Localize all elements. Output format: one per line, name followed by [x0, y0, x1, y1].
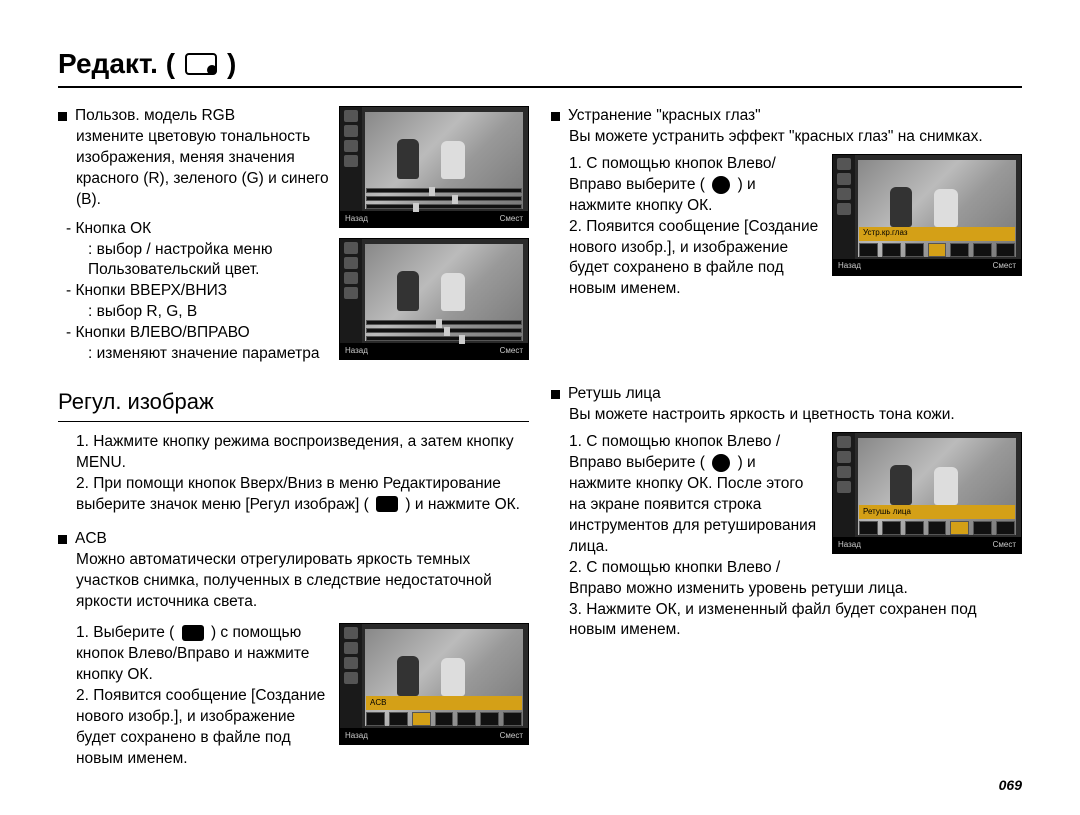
camera-preview-retouch: Ретушь лица Назад Смест — [832, 432, 1022, 554]
retouch-step1: 1. С помощью кнопок Влево / Вправо выбер… — [551, 432, 822, 558]
camera-preview-rgb-1: Назад Смест — [339, 106, 529, 228]
thumb-footer-back: Назад — [345, 214, 368, 225]
title-text-a: Редакт. ( — [58, 48, 175, 80]
acb-step1-a: 1. Выберите ( — [76, 624, 174, 641]
camera-preview-acb: ACB Назад Смест — [339, 623, 529, 745]
subheading-regul: Регул. изображ — [58, 387, 529, 422]
thumb-footer-move: Смест — [500, 214, 523, 225]
redeye-heading-row: Устранение "красных глаз" — [551, 106, 1022, 127]
rgb-block: Назад Смест Назад Смест Пользов. модель RG… — [58, 106, 529, 365]
square-bullet-icon — [58, 535, 67, 544]
page-number: 069 — [999, 777, 1022, 793]
rgb-heading: Пользов. модель RGB — [75, 106, 235, 127]
edit-gear-icon — [185, 53, 217, 75]
thumb-footer-move: Смест — [500, 346, 523, 357]
face-retouch-select-icon — [712, 454, 730, 472]
left-column: Назад Смест Назад Смест Пользов. модель RG… — [58, 106, 529, 784]
acb-select-icon — [182, 625, 204, 641]
acb-heading-row: ACB — [58, 529, 529, 550]
thumb-footer-move: Смест — [993, 261, 1016, 272]
retouch-thumb-label: Ретушь лица — [859, 505, 1015, 519]
acb-thumb-label: ACB — [366, 696, 522, 710]
rgb-thumb-stack: Назад Смест Назад Смест — [339, 106, 529, 360]
redeye-step2: 2. Появится сообщение [Создание нового и… — [551, 217, 822, 301]
acb-thumb-wrap: ACB Назад Смест — [339, 623, 529, 745]
retouch-heading-row: Ретушь лица — [551, 384, 1022, 405]
title-text-b: ) — [227, 48, 236, 80]
acb-heading: ACB — [75, 529, 107, 550]
redeye-step1: 1. С помощью кнопок Влево/Вправо выберит… — [551, 154, 822, 217]
square-bullet-icon — [551, 112, 560, 121]
thumb-footer-back: Назад — [838, 261, 861, 272]
thumb-footer-move: Смест — [993, 540, 1016, 551]
acb-block: ACB Можно автоматически отрегулировать я… — [58, 529, 529, 769]
content-columns: Назад Смест Назад Смест Пользов. модель RG… — [58, 106, 1022, 784]
redeye-heading: Устранение "красных глаз" — [568, 106, 761, 127]
redeye-block: Устранение "красных глаз" Вы можете устр… — [551, 106, 1022, 300]
redeye-thumb-label: Устр.кр.глаз — [859, 227, 1015, 241]
camera-preview-redeye: Устр.кр.глаз Назад Смест — [832, 154, 1022, 276]
acb-body: Можно автоматически отрегулировать яркос… — [58, 550, 529, 613]
retouch-step3: 3. Нажмите ОК, и измененный файл будет с… — [551, 600, 1022, 642]
thumb-footer-back: Назад — [345, 346, 368, 357]
redeye-thumb-wrap: Устр.кр.глаз Назад Смест — [832, 154, 1022, 276]
right-column: Устранение "красных глаз" Вы можете устр… — [551, 106, 1022, 784]
regul-step1: 1. Нажмите кнопку режима воспроизведения… — [58, 432, 529, 474]
retouch-intro: Вы можете настроить яркость и цветность … — [551, 405, 1022, 426]
page-title: Редакт. ( ) — [58, 48, 1022, 88]
retouch-heading: Ретушь лица — [568, 384, 661, 405]
redeye-intro: Вы можете устранить эффект "красных глаз… — [551, 127, 1022, 148]
adjust-menu-icon — [376, 496, 398, 512]
thumb-footer-move: Смест — [500, 731, 523, 742]
rgb-heading-row: Пользов. модель RGB — [58, 106, 329, 127]
retouch-block: Ретушь лица Вы можете настроить яркость … — [551, 384, 1022, 641]
thumb-footer-back: Назад — [345, 731, 368, 742]
redeye-select-icon — [712, 176, 730, 194]
regul-step2-b: ) и нажмите ОК. — [405, 496, 520, 513]
regul-steps: 1. Нажмите кнопку режима воспроизведения… — [58, 432, 529, 516]
camera-preview-rgb-2: Назад Смест — [339, 238, 529, 360]
regul-step2: 2. При помощи кнопок Вверх/Вниз в меню Р… — [58, 474, 529, 516]
retouch-step2: 2. С помощью кнопки Влево / Вправо можно… — [551, 558, 1022, 600]
acb-step1: 1. Выберите ( ) с помощью кнопок Влево/В… — [58, 623, 329, 686]
square-bullet-icon — [551, 390, 560, 399]
square-bullet-icon — [58, 112, 67, 121]
acb-step2: 2. Появится сообщение [Создание нового и… — [58, 686, 329, 770]
retouch-thumb-wrap: Ретушь лица Назад Смест — [832, 432, 1022, 554]
thumb-footer-back: Назад — [838, 540, 861, 551]
